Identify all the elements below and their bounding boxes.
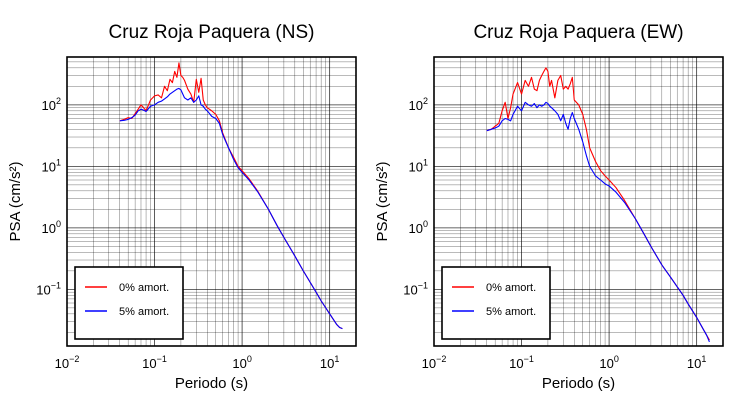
legend-label: 0% amort. [119,282,169,294]
legend-label: 5% amort. [119,306,169,318]
legend-box [441,266,551,340]
x-tick-label: 101 [320,354,339,371]
chart-title: Cruz Roja Paquera (NS) [109,22,315,43]
grid [66,56,357,346]
plot-frame [433,56,724,347]
x-tick-label: 10−2 [55,354,80,371]
series-line-blue [119,87,343,330]
y-tick-label: 101 [42,157,61,174]
legend-box [74,266,184,340]
x-tick-label: 10−1 [509,354,534,371]
x-tick-label: 10−1 [142,354,167,371]
grid [433,56,724,346]
y-tick-label: 101 [409,157,428,174]
y-axis-label: PSA (cm/s²) [7,161,24,241]
chart-title: Cruz Roja Paquera (EW) [473,22,683,43]
y-tick-label: 10−1 [36,280,61,297]
x-tick-label: 101 [687,354,706,371]
legend: 0% amort. 5% amort. [441,266,551,340]
x-tick-label: 100 [232,354,251,371]
y-axis-label: PSA (cm/s²) [374,161,391,241]
y-tick-label: 100 [409,219,428,236]
x-tick-label: 10−2 [422,354,447,371]
legend-label: 0% amort. [486,282,536,294]
y-tick-label: 102 [409,96,428,113]
y-tick-label: 102 [42,96,61,113]
legend-label: 5% amort. [486,306,536,318]
y-tick-label: 10−1 [403,280,428,297]
x-axis-label: Periodo (s) [542,375,615,392]
x-axis-label: Periodo (s) [175,375,248,392]
y-tick-label: 100 [42,219,61,236]
chart-panel-1: 10−2 10−1 100 101 10−1 100 101 102 Cruz Roja Paq… [7,22,357,392]
plot-frame [66,56,357,347]
legend: 0% amort. 5% amort. [74,266,184,340]
x-tick-label: 100 [599,354,618,371]
chart-panel-2: 10−2 10−1 100 101 10−1 100 101 102 Cruz Roja Paq… [374,22,724,392]
series-line-blue [486,101,710,343]
